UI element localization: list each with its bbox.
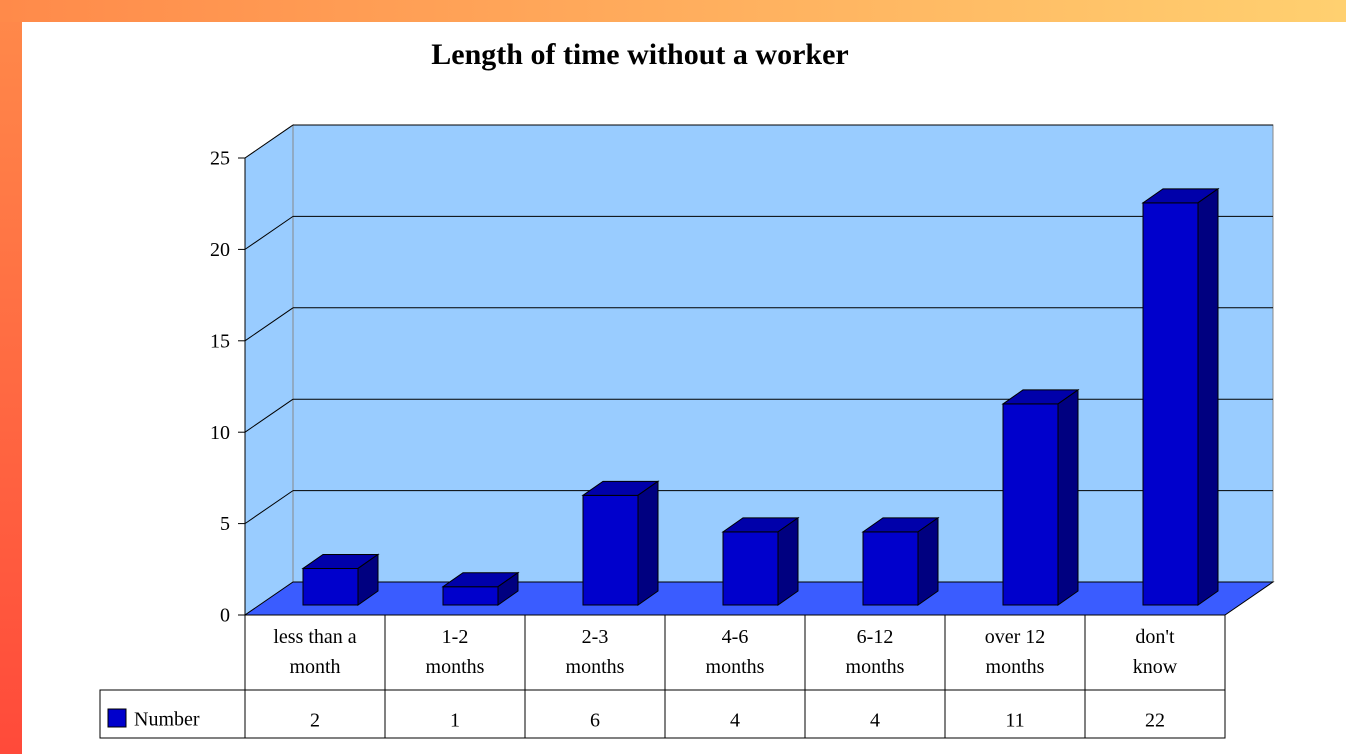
back-wall — [292, 124, 1274, 583]
x-tick-label: don't know — [1132, 626, 1178, 678]
x-tick-label: 1-2 months — [425, 626, 485, 678]
y-tick-label: 20 — [210, 239, 230, 261]
x-tick-label: over 12 months — [984, 626, 1046, 678]
legend-label: Number — [134, 709, 200, 731]
bar-side — [777, 516, 799, 606]
x-tick-label: 6-12 months — [845, 626, 905, 678]
value-label: 1 — [450, 710, 460, 732]
grid-line — [244, 490, 294, 525]
bar-side — [1197, 187, 1219, 606]
legend-key — [107, 708, 127, 728]
side-wall — [244, 124, 294, 616]
grid-line — [244, 124, 294, 159]
y-tick-label: 0 — [220, 605, 230, 627]
bar-side — [497, 571, 519, 606]
value-label: 22 — [1145, 710, 1165, 732]
frame-strip — [0, 0, 22, 754]
bar-side — [1057, 388, 1079, 606]
bar — [722, 531, 779, 606]
y-tick-label: 5 — [220, 513, 230, 535]
value-label: 6 — [590, 710, 600, 732]
value-label: 2 — [310, 710, 320, 732]
bar — [1142, 202, 1199, 606]
y-tick-label: 15 — [210, 330, 230, 352]
legend-cell — [99, 689, 246, 739]
bar — [302, 567, 359, 606]
value-label: 4 — [730, 710, 740, 732]
data-table — [244, 614, 1226, 739]
chart-title: Length of time without a worker — [431, 38, 848, 71]
bar — [582, 494, 639, 606]
x-tick-label: 4-6 months — [705, 626, 765, 678]
value-label: 11 — [1005, 710, 1024, 732]
bar — [442, 586, 499, 606]
y-tick-label: 25 — [210, 148, 230, 170]
value-label: 4 — [870, 710, 880, 732]
frame-strip — [0, 0, 1346, 22]
x-tick-label: less than a month — [273, 626, 357, 678]
y-tick-label: 10 — [210, 422, 230, 444]
bar-side — [917, 516, 939, 606]
grid-line — [244, 398, 294, 433]
bar-side — [357, 553, 379, 606]
x-tick-label: 2-3 months — [565, 626, 625, 678]
bar-side — [637, 480, 659, 606]
bar — [862, 531, 919, 606]
grid-line — [244, 307, 294, 342]
grid-line — [244, 215, 294, 250]
bar — [1002, 403, 1059, 606]
